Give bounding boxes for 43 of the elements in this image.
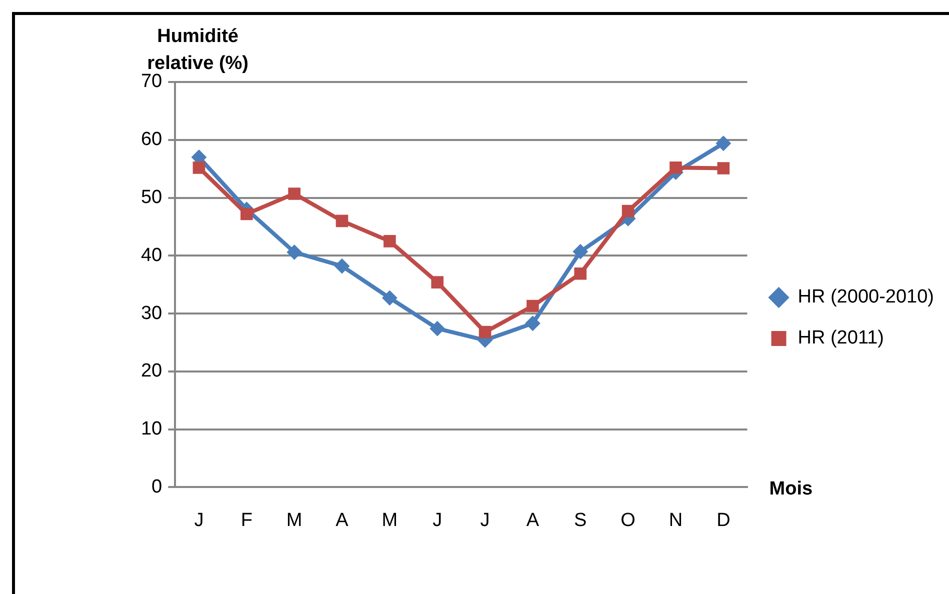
- point: [717, 162, 730, 174]
- x-tick-label: J: [194, 510, 204, 531]
- y-tick-label: 20: [140, 360, 162, 382]
- point: [240, 208, 253, 220]
- x-tick-label: M: [286, 510, 302, 531]
- x-tick-label: J: [432, 510, 442, 531]
- point: [334, 258, 350, 274]
- point: [574, 267, 587, 280]
- point: [286, 244, 302, 260]
- x-tick-label: F: [240, 510, 252, 531]
- point: [526, 300, 539, 312]
- y-tick-label: 10: [140, 418, 162, 440]
- point: [478, 326, 492, 338]
- legend-label: HR (2011): [798, 328, 884, 349]
- x-tick-label: A: [526, 510, 540, 531]
- y-tick-label: 30: [140, 302, 162, 324]
- point: [622, 204, 634, 218]
- y-tick-label: 50: [140, 187, 162, 208]
- legend-label: HR (2000-2010): [798, 286, 934, 308]
- y-tick-label: 0: [152, 476, 162, 498]
- point: [430, 321, 445, 336]
- x-tick-label: A: [336, 510, 349, 531]
- x-tick-label: J: [480, 510, 490, 531]
- point: [670, 162, 682, 174]
- point: [716, 136, 731, 151]
- y-tick-label: 60: [140, 129, 162, 150]
- point: [384, 235, 396, 248]
- point: [288, 188, 300, 200]
- point: [336, 214, 348, 228]
- point: [525, 316, 540, 331]
- y-tick-label: 70: [140, 71, 162, 92]
- point: [192, 162, 206, 174]
- x-tick-label: N: [668, 510, 683, 531]
- point: [572, 244, 588, 260]
- point: [382, 290, 398, 306]
- point: [431, 276, 444, 288]
- x-tick-label: O: [620, 510, 636, 531]
- x-tick-label: M: [382, 510, 398, 531]
- x-tick-label: D: [716, 510, 730, 531]
- y-tick-label: 40: [140, 244, 162, 266]
- y-axis-title: Humidité relative (%): [147, 26, 249, 74]
- x-tick-label: S: [574, 510, 587, 531]
- x-axis-title: Mois: [769, 478, 813, 500]
